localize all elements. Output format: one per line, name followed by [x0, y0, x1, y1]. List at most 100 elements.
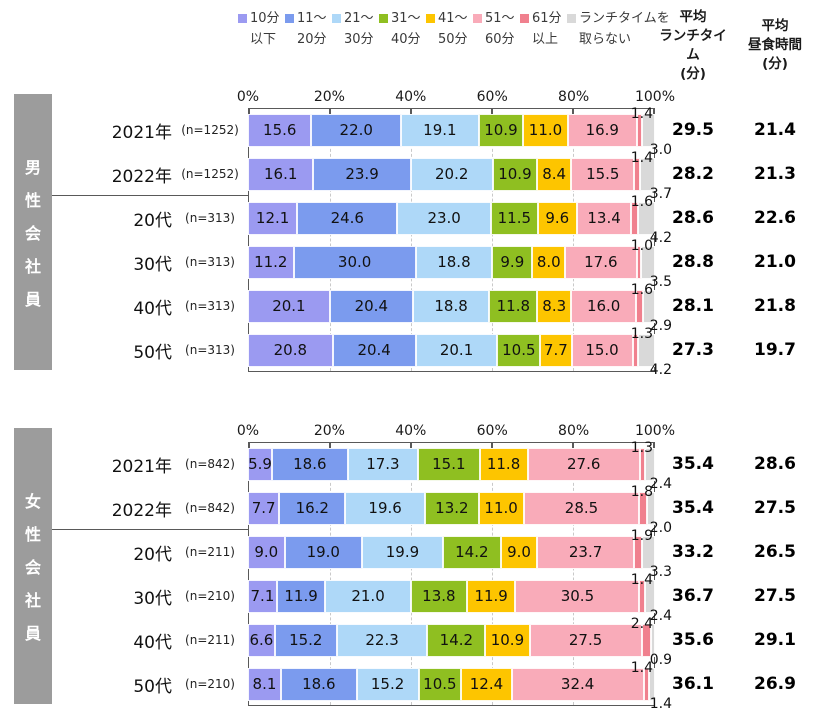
avg-lunch-value: 35.4: [672, 454, 714, 474]
bar-segment-3: 15.1: [418, 447, 480, 481]
bar-segment-4: 8.3: [537, 289, 572, 323]
legend-swatch-icon: [238, 14, 247, 24]
chart-row: 50代 (n=313) 20.8 20.4 20.1 10.5 7.7 15.0 1.3 …: [52, 326, 819, 378]
bar-segment-5: 32.4: [511, 667, 644, 701]
bar-segment-4: 7.7: [540, 333, 572, 367]
axis-tick-label: 20%: [313, 423, 345, 439]
bar-segment-4: 10.9: [485, 623, 530, 657]
segment-61plus-value: 1.4: [630, 571, 653, 588]
stacked-bar: 12.1 24.6 23.0 11.5 9.6 13.4 1.6 4.2: [248, 194, 672, 246]
segment-no-lunch-value: 0.9: [649, 651, 672, 668]
bar-segment-7: [641, 535, 655, 569]
legend-label-line2: 60分: [485, 32, 515, 48]
bar-segment-1: 15.2: [274, 623, 337, 657]
bar-segment-5: 16.9: [567, 113, 637, 147]
row-sample-size: (n=210): [185, 589, 235, 603]
legend-item: 61分 以上: [520, 8, 567, 51]
bar-segment-2: 22.3: [336, 623, 428, 657]
bar-segment-5: 15.0: [571, 333, 633, 367]
segment-no-lunch-value: 3.5: [649, 273, 672, 290]
legend-swatch-icon: [379, 14, 388, 24]
avg-meal-value: 21.8: [754, 296, 796, 316]
chart-row: 50代 (n=210) 8.1 18.6 15.2 10.5 12.4 32.4 1.4 …: [52, 660, 819, 712]
stacked-bar: 15.6 22.0 19.1 10.9 11.0 16.9 1.4 3.0: [248, 106, 672, 158]
bar-segment-0: 12.1: [248, 201, 298, 235]
legend-label-line1: ランチタイムを: [579, 11, 670, 26]
row-label: 2022年: [111, 166, 172, 187]
bar-segment-0: 20.8: [248, 333, 333, 367]
avg-lunch-value: 36.1: [672, 674, 714, 694]
bar-segment-1: 18.6: [280, 667, 357, 701]
bar-segment-7: [649, 667, 655, 701]
axis-tick-label: 60%: [476, 89, 508, 105]
segment-no-lunch-value: 3.7: [649, 185, 672, 202]
bar-segment-4: 11.9: [466, 579, 516, 613]
segment-no-lunch-value: 3.0: [649, 141, 672, 158]
axis-tick-label: 40%: [395, 89, 427, 105]
x-axis: 0% 20% 40% 60% 80% 100%: [237, 416, 675, 442]
bar-segment-6: [634, 157, 640, 191]
chart-row: 30代 (n=313) 11.2 30.0 18.8 9.9 8.0 17.6 1.0 3…: [52, 238, 819, 290]
bar-segment-7: [640, 245, 655, 279]
bar-segment-4: 11.0: [478, 491, 524, 525]
row-sample-size: (n=210): [185, 677, 235, 691]
bar-segment-5: 27.5: [529, 623, 642, 657]
legend-swatch-icon: [520, 14, 529, 24]
row-sample-size: (n=313): [185, 343, 235, 357]
axis-tick-label: 100%: [634, 423, 676, 439]
stacked-bar: 5.9 18.6 17.3 15.1 11.8 27.6 1.3 2.4: [248, 440, 672, 492]
bar-segment-3: 10.5: [497, 333, 541, 367]
avg-lunch-header-line: ランチタイ: [659, 27, 727, 44]
bar-segment-3: 10.9: [492, 157, 538, 191]
bar-segment-2: 17.3: [347, 447, 419, 481]
row-label: 30代: [133, 254, 172, 275]
axis-tick-label: 40%: [395, 423, 427, 439]
segment-no-lunch-value: 2.9: [649, 317, 672, 334]
bar-segment-4: 8.0: [532, 245, 566, 279]
legend-swatch-icon: [473, 14, 482, 24]
avg-meal-value: 22.6: [754, 208, 796, 228]
legend-swatch-icon: [567, 14, 576, 24]
chart-row: 2022年 (n=1252) 16.1 23.9 20.2 10.9 8.4 15.5 1…: [52, 150, 819, 202]
legend-label-line1: 41〜: [438, 11, 468, 26]
bar-segment-7: [645, 579, 655, 613]
segment-no-lunch-value: 3.3: [649, 563, 672, 580]
legend-label-line2: 40分: [391, 32, 421, 48]
legend-label-line2: 以上: [532, 32, 559, 48]
chart-row: 2021年 (n=1252) 15.6 22.0 19.1 10.9 11.0 16.9 …: [52, 106, 819, 158]
bar-segment-6: [636, 113, 643, 147]
bar-segment-0: 15.6: [248, 113, 312, 147]
avg-lunch-value: 27.3: [672, 340, 714, 360]
bar-segment-2: 19.1: [401, 113, 479, 147]
avg-lunch-value: 28.1: [672, 296, 714, 316]
bar-segment-5: 30.5: [515, 579, 640, 613]
bar-segment-2: 20.2: [410, 157, 493, 191]
legend-label-line1: 61分: [532, 11, 562, 26]
bar-segment-2: 20.1: [415, 333, 498, 367]
legend-label-line2: 以下: [250, 32, 277, 48]
segment-no-lunch-value: 1.4: [649, 695, 672, 712]
stacked-bar: 16.1 23.9 20.2 10.9 8.4 15.5 1.4 3.7: [248, 150, 672, 202]
bar-segments: 7.1 11.9 21.0 13.8 11.9 30.5: [248, 579, 655, 613]
avg-meal-value: 29.1: [754, 630, 796, 650]
section-male-workers: 男性会社員 0% 20% 40% 60% 80% 100% 2021年 (n=1252) …: [0, 82, 819, 378]
bar-segment-7: [639, 157, 655, 191]
header-spacer: [0, 8, 238, 78]
group-chart: 0% 20% 40% 60% 80% 100% 2021年 (n=842) 5.9 18.6…: [52, 416, 819, 712]
bar-segment-0: 9.0: [248, 535, 285, 569]
bar-segment-2: 15.2: [356, 667, 419, 701]
section-female-workers: 女性会社員 0% 20% 40% 60% 80% 100% 2021年 (n=842) 5…: [0, 416, 819, 712]
bar-segment-6: [639, 491, 647, 525]
bar-segment-7: [637, 201, 655, 235]
avg-lunch-header-line: 平均: [679, 9, 707, 25]
bar-segment-0: 6.6: [248, 623, 275, 657]
segment-61plus-value: 1.9: [630, 527, 653, 544]
axis-tick-label: 100%: [634, 89, 676, 105]
bar-segment-0: 8.1: [248, 667, 281, 701]
bar-segment-5: 28.5: [523, 491, 640, 525]
bar-segment-7: [637, 333, 655, 367]
bar-segments: 20.1 20.4 18.8 11.8 8.3 16.0: [248, 289, 655, 323]
group-title: 男性会社員: [14, 94, 52, 370]
bar-segment-1: 22.0: [311, 113, 402, 147]
avg-meal-value: 28.6: [754, 454, 796, 474]
